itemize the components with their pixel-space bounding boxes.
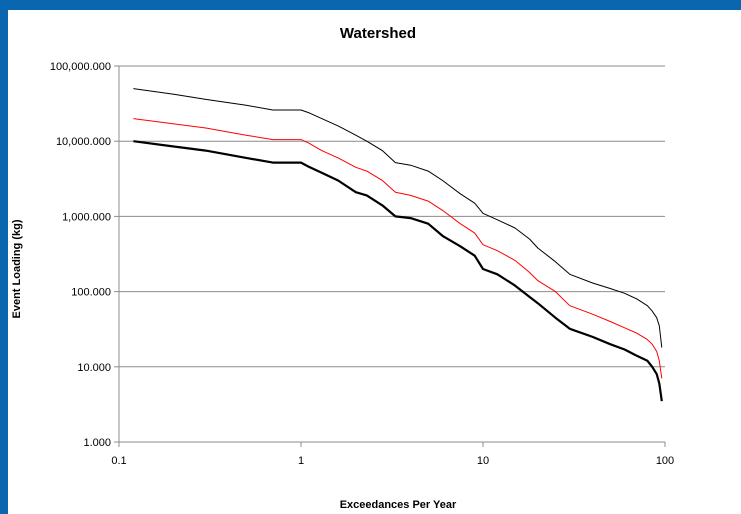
y-tick-label-2: 100.000 <box>71 287 111 299</box>
y-tick-label-3: 1,000.000 <box>62 211 111 223</box>
y-tick-label-5: 100,000.000 <box>50 61 111 73</box>
x-axis-title: Exceedances Per Year <box>340 499 457 511</box>
series-layer <box>133 88 663 402</box>
x-tick-label-2: 10 <box>477 455 489 467</box>
line-chart: Watershed Exceedances Per Year Event Loa… <box>11 25 674 511</box>
series-line-2 <box>133 118 663 379</box>
x-tick-label-1: 1 <box>298 455 304 467</box>
y-tick-label-0: 1.000 <box>83 437 111 449</box>
x-tick-label-0: 0.1 <box>111 455 126 467</box>
series-line-1 <box>133 88 663 348</box>
axis-layer: 1.00010.000100.0001,000.00010,000.000100… <box>50 61 674 467</box>
grid-layer <box>119 65 665 443</box>
x-tick-label-3: 100 <box>656 455 674 467</box>
chart-panel: Watershed Exceedances Per Year Event Loa… <box>8 10 741 514</box>
series-line-3 <box>133 140 663 402</box>
y-axis-title: Event Loading (kg) <box>11 219 23 318</box>
chart-title: Watershed <box>340 25 416 42</box>
y-tick-label-1: 10.000 <box>77 362 111 374</box>
y-tick-label-4: 10,000.000 <box>56 136 111 148</box>
